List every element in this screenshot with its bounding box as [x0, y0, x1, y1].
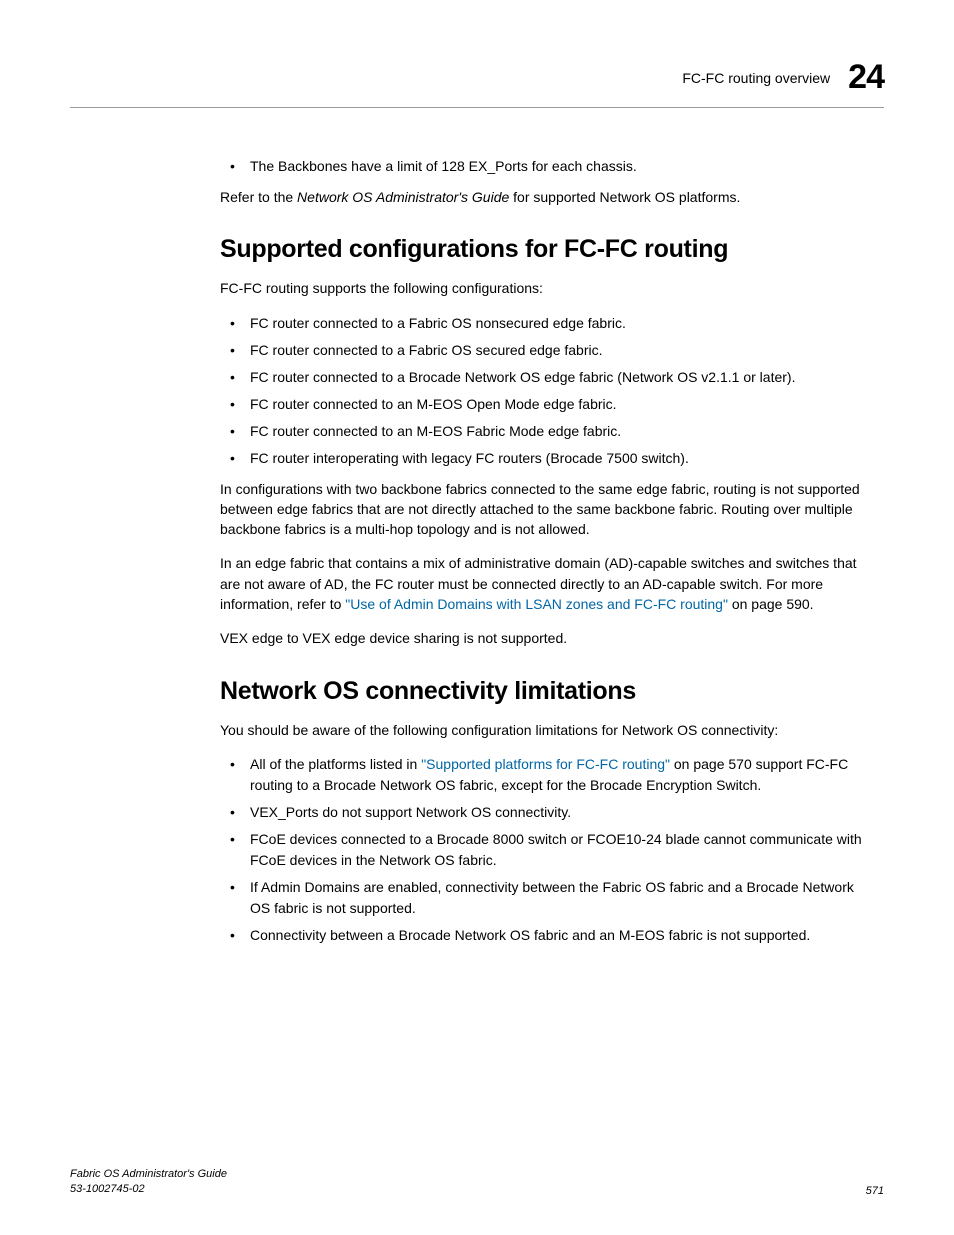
list-item: FC router connected to a Fabric OS nonse… [220, 313, 874, 334]
footer-doc-number: 53-1002745-02 [70, 1182, 227, 1197]
section1-para1: In configurations with two backbone fabr… [220, 479, 874, 540]
header-title: FC-FC routing overview [682, 70, 830, 86]
text-span: All of the platforms listed in [250, 756, 421, 772]
intro-paragraph: Refer to the Network OS Administrator's … [220, 187, 874, 207]
section2-lead: You should be aware of the following con… [220, 720, 874, 740]
footer-page-number: 571 [866, 1185, 884, 1197]
section1-bullet-list: FC router connected to a Fabric OS nonse… [220, 313, 874, 469]
list-item: FC router connected to a Fabric OS secur… [220, 340, 874, 361]
doc-reference: Network OS Administrator's Guide [297, 189, 509, 205]
section2-bullet-list: All of the platforms listed in "Supporte… [220, 754, 874, 946]
footer-guide-name: Fabric OS Administrator's Guide [70, 1167, 227, 1182]
text-span: on page 590. [728, 596, 814, 612]
section1-para2: In an edge fabric that contains a mix of… [220, 553, 874, 614]
list-item: FC router connected to an M-EOS Fabric M… [220, 421, 874, 442]
cross-reference-link[interactable]: "Use of Admin Domains with LSAN zones an… [345, 596, 728, 612]
document-page: FC-FC routing overview 24 The Backbones … [0, 0, 954, 1235]
list-item: If Admin Domains are enabled, connectivi… [220, 877, 874, 919]
section-heading-network-os-limits: Network OS connectivity limitations [220, 677, 874, 706]
list-item: The Backbones have a limit of 128 EX_Por… [220, 156, 874, 177]
section-heading-supported-configs: Supported configurations for FC-FC routi… [220, 235, 874, 264]
footer-left: Fabric OS Administrator's Guide 53-10027… [70, 1167, 227, 1197]
page-content: The Backbones have a limit of 128 EX_Por… [70, 156, 884, 946]
list-item: Connectivity between a Brocade Network O… [220, 925, 874, 946]
section1-para3: VEX edge to VEX edge device sharing is n… [220, 628, 874, 648]
list-item: FCoE devices connected to a Brocade 8000… [220, 829, 874, 871]
list-item: FC router connected to a Brocade Network… [220, 367, 874, 388]
cross-reference-link[interactable]: "Supported platforms for FC-FC routing" [421, 756, 670, 772]
text-span: for supported Network OS platforms. [509, 189, 740, 205]
section1-lead: FC-FC routing supports the following con… [220, 278, 874, 298]
chapter-number: 24 [848, 58, 884, 97]
list-item: VEX_Ports do not support Network OS conn… [220, 802, 874, 823]
list-item: All of the platforms listed in "Supporte… [220, 754, 874, 796]
list-item: FC router connected to an M-EOS Open Mod… [220, 394, 874, 415]
intro-bullet-list: The Backbones have a limit of 128 EX_Por… [220, 156, 874, 177]
page-footer: Fabric OS Administrator's Guide 53-10027… [70, 1167, 884, 1197]
list-item: FC router interoperating with legacy FC … [220, 448, 874, 469]
page-header: FC-FC routing overview 24 [70, 58, 884, 108]
text-span: Refer to the [220, 189, 297, 205]
